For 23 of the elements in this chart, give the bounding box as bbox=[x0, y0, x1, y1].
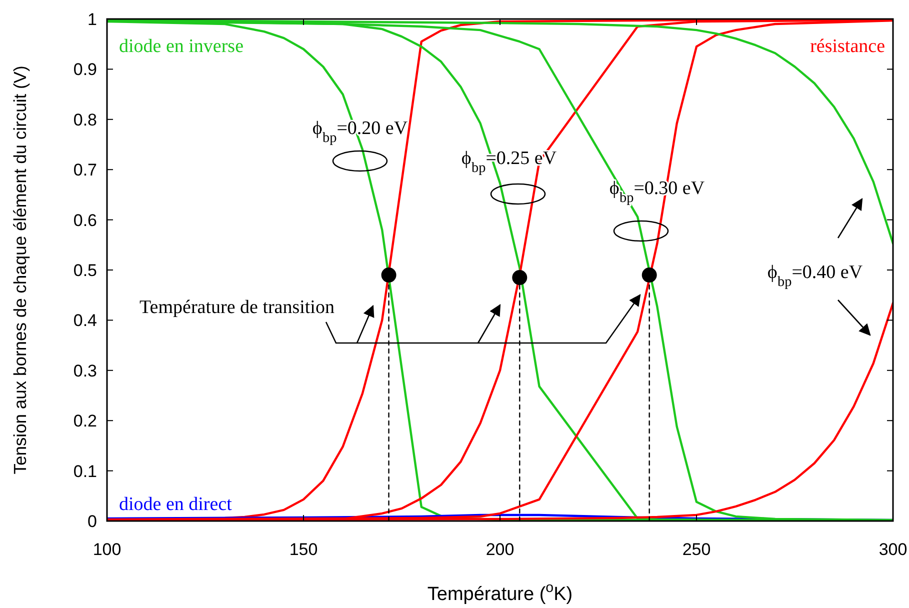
y-tick-label: 0.8 bbox=[73, 110, 97, 130]
series-label: résistance bbox=[810, 36, 885, 57]
y-tick-label: 0 bbox=[88, 512, 97, 531]
x-tick-label: 150 bbox=[289, 540, 318, 559]
x-tick-label: 300 bbox=[878, 540, 908, 559]
x-tick-label: 250 bbox=[682, 540, 711, 559]
x-tick-label: 200 bbox=[486, 540, 514, 559]
y-tick-label: 0.2 bbox=[73, 412, 97, 431]
x-axis-title: Température ($^{o}$K) bbox=[427, 580, 573, 605]
x-tick-label: 100 bbox=[92, 540, 122, 559]
series-label: diode en direct bbox=[119, 494, 233, 515]
y-tick-label: 0.3 bbox=[73, 361, 97, 380]
y-tick-label: 1 bbox=[88, 10, 97, 29]
y-tick-label: 0.6 bbox=[73, 210, 97, 230]
annotation: Température de transition bbox=[140, 297, 335, 318]
annotation: ϕ$_{bp}$=0.40 eV bbox=[767, 262, 863, 290]
y-tick-label: 0.5 bbox=[73, 261, 97, 280]
y-tick-label: 0.1 bbox=[73, 462, 97, 481]
y-axis-title: Tension aux bornes de chaque élément du circuit (V) bbox=[10, 66, 30, 474]
y-tick-label: 0.4 bbox=[73, 311, 97, 330]
series-label: diode en inverse bbox=[119, 36, 244, 57]
y-tick-label: 0.7 bbox=[73, 160, 97, 180]
y-tick-label: 0.9 bbox=[73, 60, 97, 80]
